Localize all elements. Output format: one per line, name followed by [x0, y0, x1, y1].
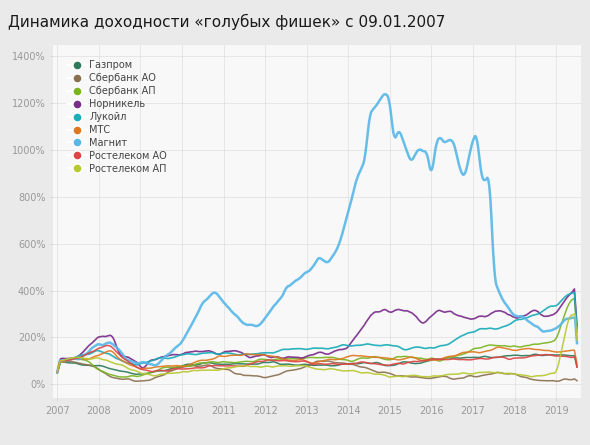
Text: Динамика доходности «голубых фишек» с 09.01.2007: Динамика доходности «голубых фишек» с 09…: [8, 13, 445, 30]
Legend: Газпром, Сбербанк АО, Сбербанк АП, Норникель, Лукойл, МТС, Магнит, Ростелеком АО: Газпром, Сбербанк АО, Сбербанк АП, Норни…: [63, 57, 171, 178]
